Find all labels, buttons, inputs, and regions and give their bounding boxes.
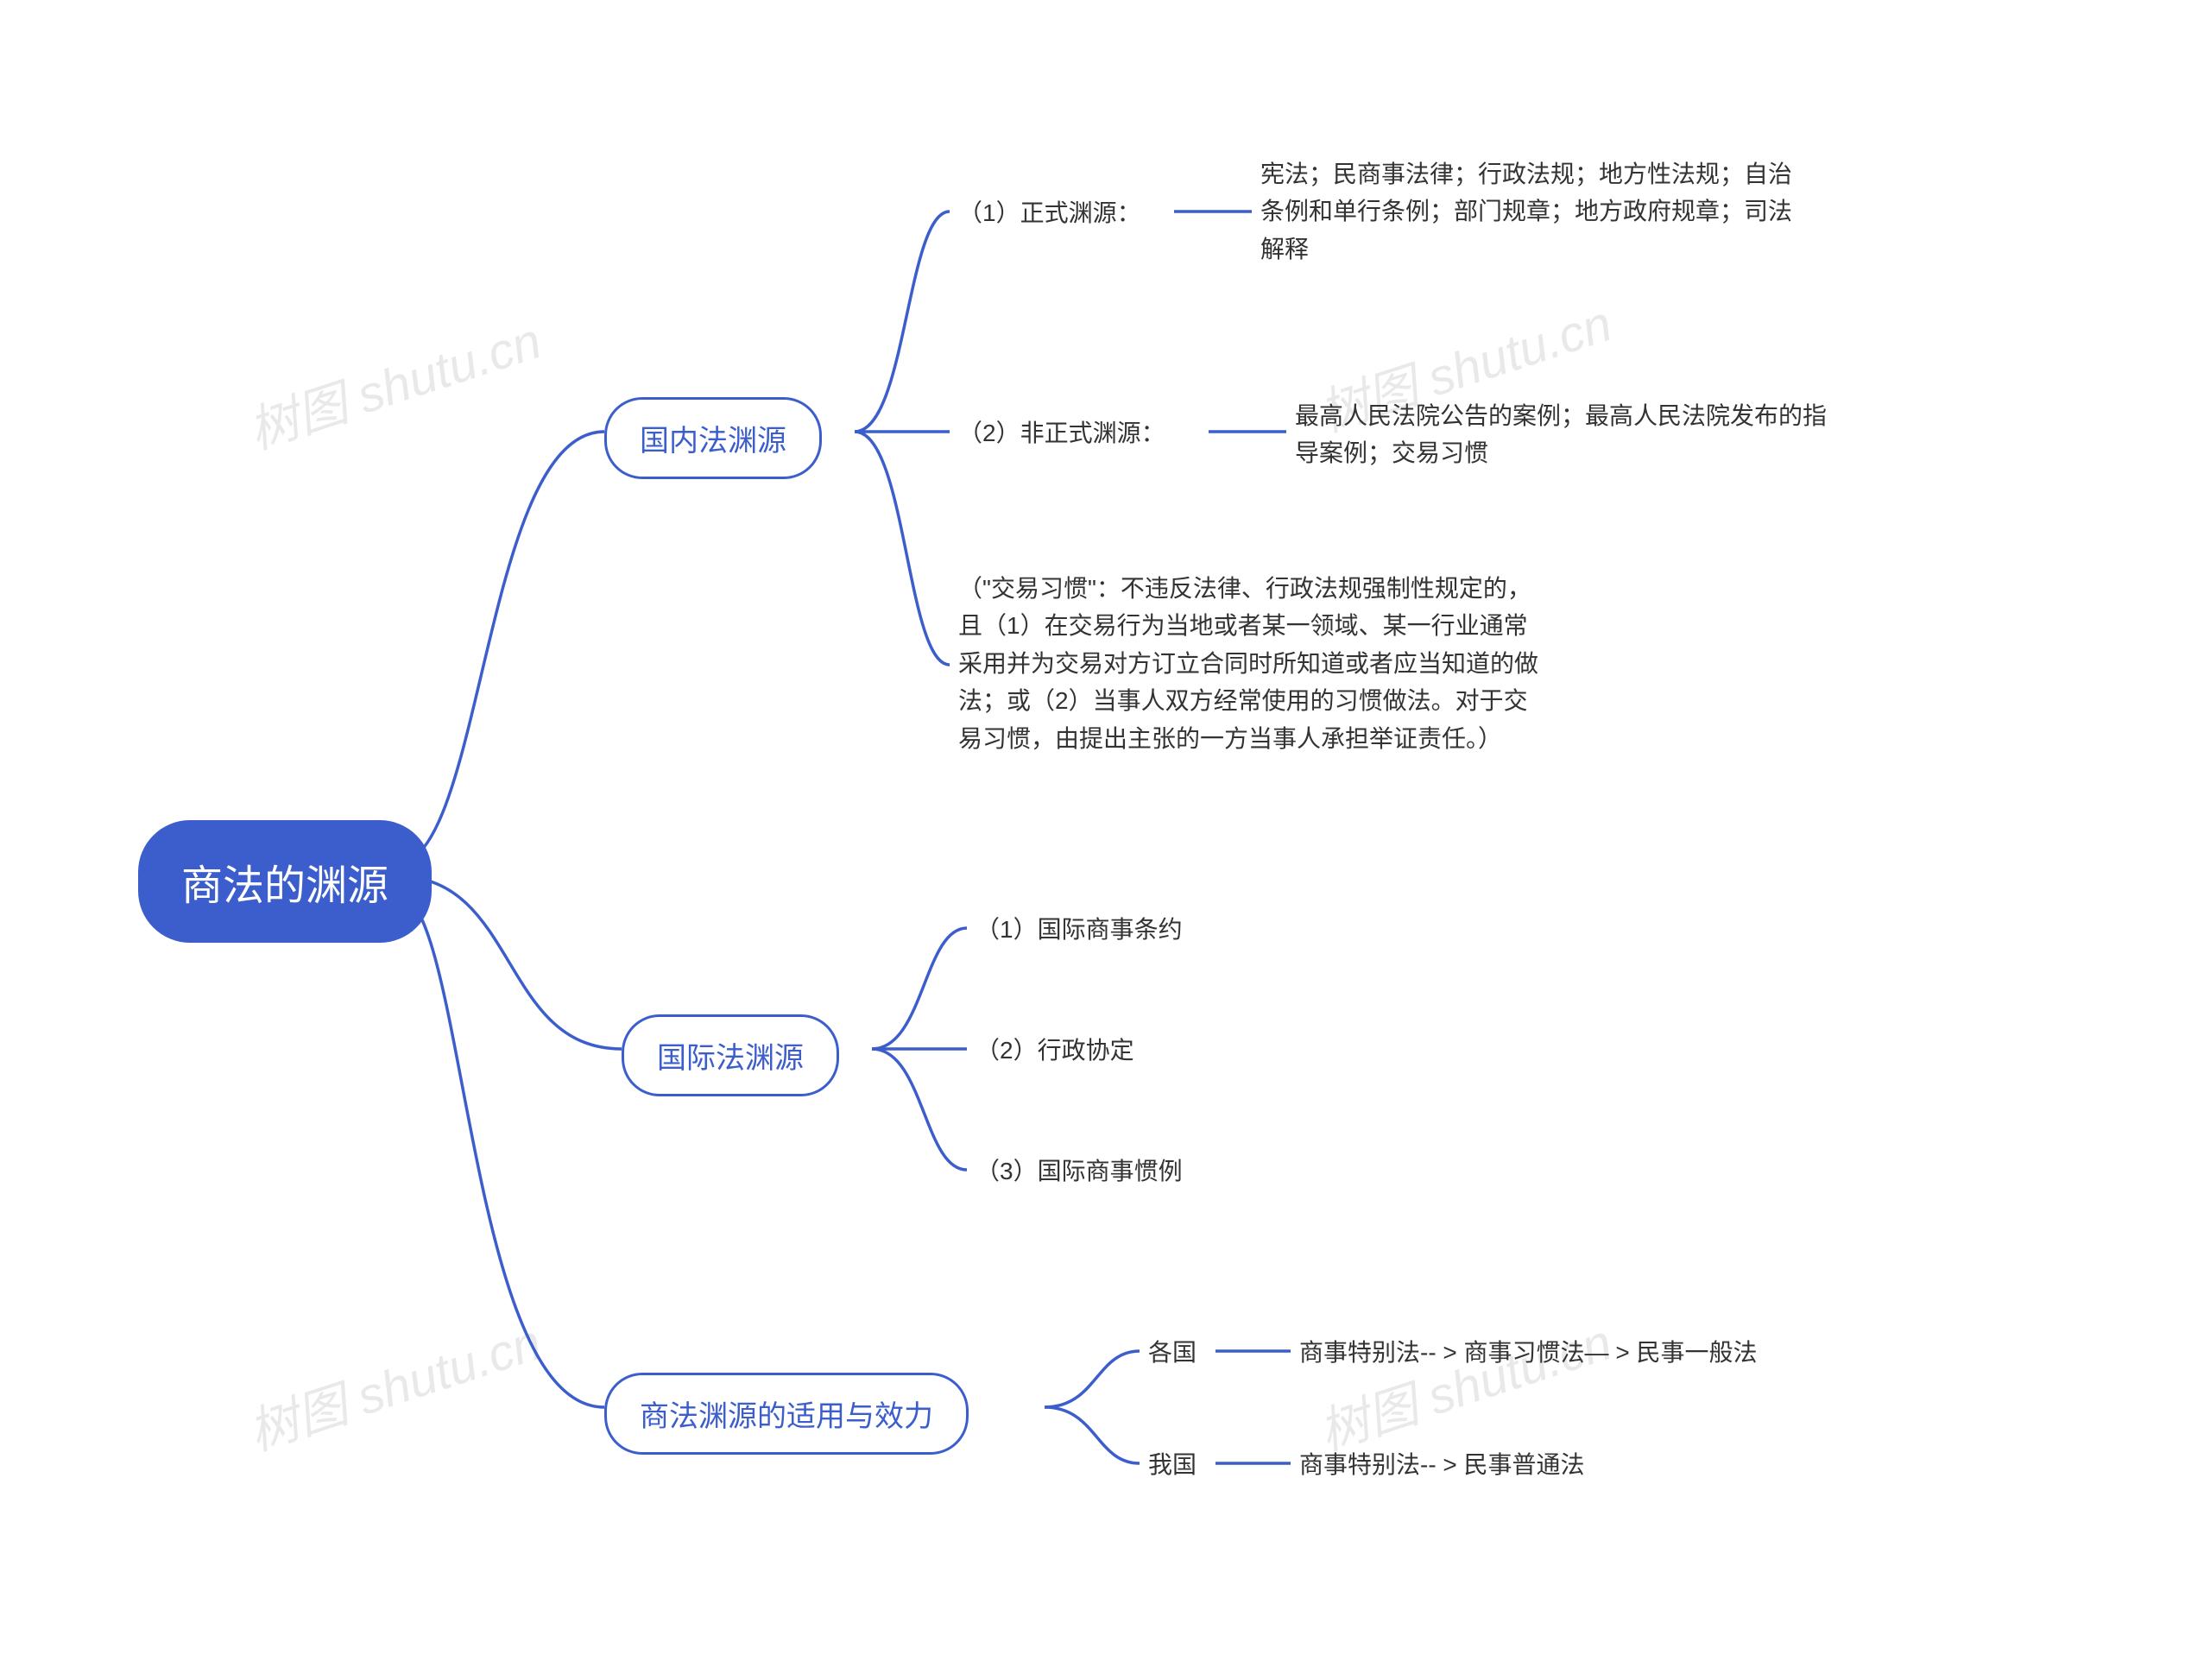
leaf-informal-detail-text: 最高人民法院公告的案例；最高人民法院发布的指导案例；交易习惯 <box>1295 397 1847 472</box>
leaf-intl-custom-text: （3）国际商事惯例 <box>976 1153 1183 1190</box>
leaf-intl-admin-text: （2）行政协定 <box>976 1032 1134 1069</box>
leaf-china-text: 我国 <box>1148 1446 1197 1483</box>
branch-effect[interactable]: 商法渊源的适用与效力 <box>604 1373 969 1455</box>
leaf-china-detail: 商事特别法-- > 民事普通法 <box>1299 1446 1585 1483</box>
leaf-intl-treaty-text: （1）国际商事条约 <box>976 911 1183 948</box>
root-node[interactable]: 商法的渊源 <box>138 820 432 943</box>
leaf-countries-text: 各国 <box>1148 1334 1197 1371</box>
watermark: 树图 shutu.cn <box>238 1302 549 1464</box>
leaf-informal: （2）非正式渊源： <box>958 414 1165 452</box>
leaf-china: 我国 <box>1148 1446 1197 1483</box>
mindmap-canvas: 树图 shutu.cn 树图 shutu.cn 树图 shutu.cn 树图 s… <box>0 0 2210 1680</box>
leaf-intl-admin: （2）行政协定 <box>976 1032 1134 1069</box>
branch-intl[interactable]: 国际法渊源 <box>622 1014 839 1096</box>
leaf-transaction-note: （"交易习惯"：不违反法律、行政法规强制性规定的，且（1）在交易行为当地或者某一… <box>958 570 1545 757</box>
leaf-formal: （1）正式渊源： <box>958 194 1141 231</box>
leaf-intl-treaty: （1）国际商事条约 <box>976 911 1183 948</box>
leaf-formal-detail-text: 宪法；民商事法律；行政法规；地方性法规；自治条例和单行条例；部门规章；地方政府规… <box>1260 155 1813 268</box>
leaf-transaction-note-text: （"交易习惯"：不违反法律、行政法规强制性规定的，且（1）在交易行为当地或者某一… <box>958 570 1545 757</box>
leaf-countries-detail: 商事特别法-- > 商事习惯法— > 民事一般法 <box>1299 1334 1757 1371</box>
leaf-formal-detail: 宪法；民商事法律；行政法规；地方性法规；自治条例和单行条例；部门规章；地方政府规… <box>1260 155 1813 268</box>
leaf-intl-custom: （3）国际商事惯例 <box>976 1153 1183 1190</box>
watermark: 树图 shutu.cn <box>1309 1302 1620 1464</box>
leaf-countries-detail-text: 商事特别法-- > 商事习惯法— > 民事一般法 <box>1299 1334 1757 1371</box>
watermark: 树图 shutu.cn <box>238 300 549 463</box>
leaf-formal-label: （1）正式渊源： <box>958 194 1141 231</box>
leaf-informal-detail: 最高人民法院公告的案例；最高人民法院发布的指导案例；交易习惯 <box>1295 397 1847 472</box>
branch-intl-label: 国际法渊源 <box>657 1034 804 1077</box>
branch-domestic[interactable]: 国内法渊源 <box>604 397 822 479</box>
branch-effect-label: 商法渊源的适用与效力 <box>640 1393 933 1435</box>
leaf-countries: 各国 <box>1148 1334 1197 1371</box>
root-label: 商法的渊源 <box>181 851 388 912</box>
leaf-informal-label: （2）非正式渊源： <box>958 414 1165 452</box>
leaf-china-detail-text: 商事特别法-- > 民事普通法 <box>1299 1446 1585 1483</box>
branch-domestic-label: 国内法渊源 <box>640 417 786 459</box>
